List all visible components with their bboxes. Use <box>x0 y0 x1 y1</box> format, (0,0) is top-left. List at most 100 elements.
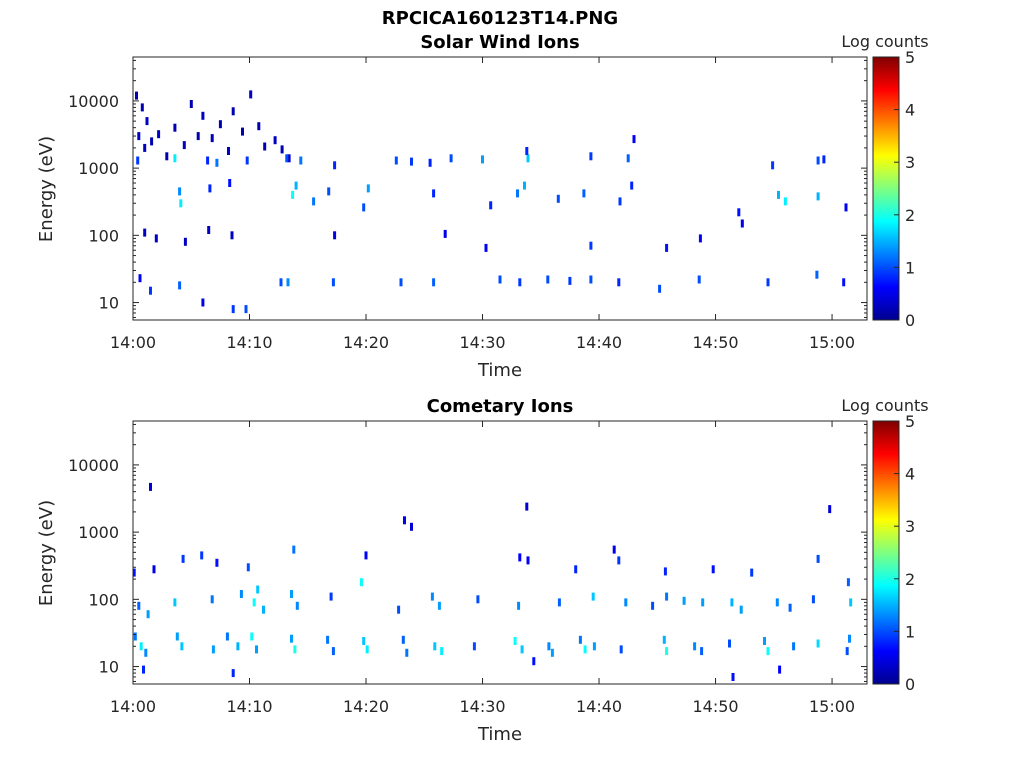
x-tick-label: 14:00 <box>110 333 156 352</box>
data-cell <box>630 181 634 190</box>
data-cell <box>592 642 596 651</box>
data-cell <box>142 665 145 674</box>
data-cell <box>489 201 493 210</box>
data-cell <box>693 642 697 651</box>
data-cell <box>206 156 210 165</box>
colorbar-tick-label: 3 <box>905 517 915 536</box>
colorbar-tick-label: 3 <box>905 153 915 172</box>
data-cell <box>449 154 453 163</box>
data-cell <box>578 635 582 644</box>
colorbar-tick-label: 2 <box>905 206 915 225</box>
data-cell <box>244 305 248 314</box>
data-cell <box>518 553 522 562</box>
data-cell <box>287 154 291 163</box>
data-cell <box>520 645 524 654</box>
data-cell <box>775 598 779 607</box>
data-cell <box>665 592 669 601</box>
data-cell <box>526 556 530 565</box>
data-cell <box>362 203 366 212</box>
y-tick-label: 100 <box>88 226 119 245</box>
data-cell <box>397 605 401 614</box>
data-cell <box>333 161 337 170</box>
data-cell <box>740 219 744 228</box>
data-cell <box>771 161 775 170</box>
y-axis-label: Energy (eV) <box>36 500 57 606</box>
data-cell <box>329 592 333 601</box>
colorbar-tick-label: 4 <box>905 101 915 120</box>
data-cell <box>777 190 780 199</box>
data-cell <box>252 598 256 607</box>
data-cell <box>433 642 437 651</box>
data-cell <box>430 592 434 601</box>
data-cell <box>811 595 815 604</box>
data-cell <box>574 565 578 574</box>
data-cell <box>828 505 832 514</box>
data-cell <box>132 568 136 577</box>
x-tick-label: 14:50 <box>692 333 738 352</box>
data-cell <box>589 241 593 250</box>
data-cell <box>582 189 586 198</box>
data-cell <box>150 137 154 146</box>
data-cell <box>366 184 370 193</box>
data-cell <box>403 516 406 525</box>
data-cell <box>526 154 530 163</box>
data-cell <box>256 585 260 594</box>
data-cell <box>228 179 232 187</box>
data-cell <box>658 284 662 293</box>
data-cell <box>227 147 230 155</box>
data-cell <box>517 601 521 610</box>
data-cell <box>731 673 735 681</box>
data-cell <box>428 158 432 167</box>
spectrogram-area <box>132 482 853 681</box>
data-cell <box>201 298 205 307</box>
data-cell <box>201 111 205 120</box>
data-cell <box>665 243 669 252</box>
data-cell <box>154 234 158 243</box>
y-axis-label: Energy (eV) <box>36 136 57 242</box>
data-cell <box>432 189 436 198</box>
data-cell <box>365 645 369 654</box>
data-cell <box>189 100 193 108</box>
x-axis-label: Time <box>477 724 522 745</box>
data-cell <box>665 647 669 656</box>
data-cell <box>556 194 560 203</box>
data-cell <box>763 637 766 645</box>
data-cell <box>816 156 820 165</box>
data-cell <box>513 637 517 645</box>
data-cell <box>273 136 277 145</box>
data-cell <box>215 558 219 567</box>
data-cell <box>231 669 235 678</box>
data-cell <box>290 634 293 643</box>
data-cell <box>440 647 444 656</box>
data-cell <box>157 130 161 139</box>
data-cell <box>312 197 316 206</box>
data-cell <box>568 276 572 285</box>
data-cell <box>218 120 222 129</box>
data-cell <box>165 152 169 161</box>
data-cell <box>230 231 234 240</box>
data-cell <box>143 228 147 237</box>
data-cell <box>498 275 502 284</box>
data-cell <box>210 595 214 604</box>
panel-title: Cometary Ions <box>427 396 574 417</box>
data-cell <box>144 648 148 657</box>
data-cell <box>146 610 150 619</box>
data-cell <box>200 551 204 560</box>
data-cell <box>816 639 820 648</box>
y-tick-label: 10000 <box>68 92 119 111</box>
data-cell <box>295 601 299 610</box>
data-cell <box>523 181 526 190</box>
y-tick-label: 10 <box>99 294 119 313</box>
data-cell <box>182 141 186 150</box>
data-cell <box>207 226 211 234</box>
data-cell <box>290 590 293 598</box>
data-cell <box>557 598 561 607</box>
data-cell <box>215 158 219 167</box>
data-cell <box>326 635 330 644</box>
data-cell <box>285 154 289 163</box>
data-cell <box>432 278 436 287</box>
data-cell <box>525 147 529 155</box>
data-cell <box>730 598 734 607</box>
data-cell <box>778 665 782 674</box>
data-cell <box>262 605 265 614</box>
